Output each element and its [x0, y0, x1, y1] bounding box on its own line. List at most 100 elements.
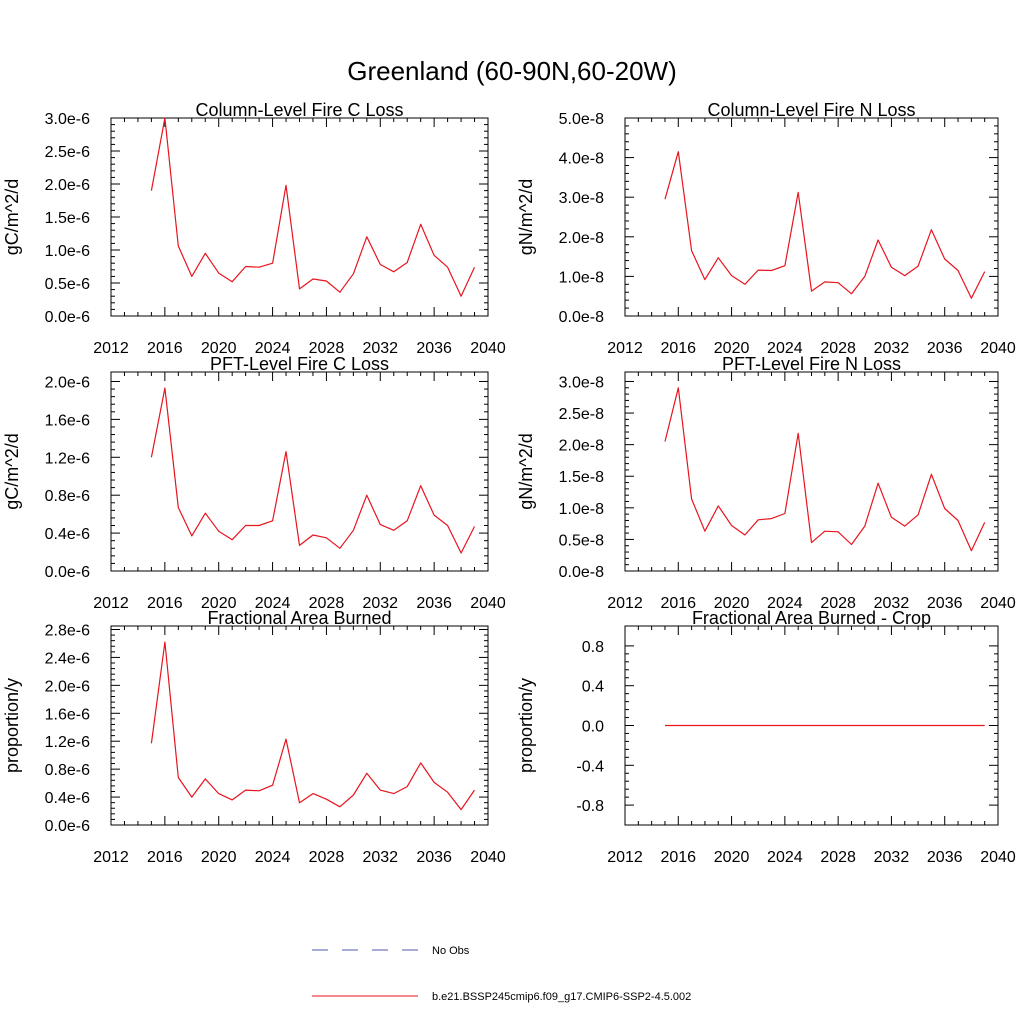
x-tick-label: 2012 [607, 595, 643, 612]
y-tick-label: 2.0e-8 [559, 230, 604, 247]
x-tick-label: 2020 [201, 340, 237, 357]
x-tick-label: 2016 [660, 595, 696, 612]
plot-frame [110, 625, 489, 826]
panel-title: Fractional Area Burned [207, 608, 391, 628]
chart-panel-2: Column-Level Fire N Loss 2012 2016 2020 2024… [516, 100, 1016, 357]
x-tick-label: 2032 [874, 595, 910, 612]
y-tick-label: 0.0e-6 [45, 818, 90, 835]
y-tick-label: 0.4e-6 [45, 790, 90, 807]
x-tick-label: 2032 [362, 849, 398, 866]
x-tick-label: 2012 [607, 340, 643, 357]
series-line [150, 387, 476, 554]
x-tick-label: 2016 [660, 849, 696, 866]
y-tick-label: 1.0e-6 [45, 243, 90, 260]
legend: No Obs b.e21.BSSP245cmip6.f09_g17.CMIP6-… [312, 945, 691, 1003]
panels: Column-Level Fire C Loss 2012 2016 2020 2024… [2, 100, 1016, 866]
series-line [150, 117, 476, 297]
x-tick-label: 2036 [927, 595, 963, 612]
plot-frame [624, 117, 999, 317]
y-tick-label: 0.4e-6 [45, 526, 90, 543]
x-tick-label: 2012 [93, 595, 129, 612]
x-tick-label: 2012 [93, 340, 129, 357]
x-tick-label: 2032 [362, 595, 398, 612]
chart-panel-1: Column-Level Fire C Loss 2012 2016 2020 2024… [2, 100, 506, 357]
chart-panel-6: Fractional Area Burned - Crop 2012 2016 202… [516, 608, 1016, 866]
y-tick-label: 1.5e-6 [45, 210, 90, 227]
y-tick-label: 0.8e-6 [45, 488, 90, 505]
x-tick-label: 2020 [201, 849, 237, 866]
y-axis-label: gN/m^2/d [516, 433, 536, 509]
x-tick-label: 2016 [660, 340, 696, 357]
plot-frame [110, 371, 489, 572]
x-tick-label: 2016 [147, 340, 183, 357]
y-axis-label: gC/m^2/d [2, 179, 22, 255]
y-tick-label: 3.0e-6 [45, 111, 90, 128]
x-tick-label: 2036 [927, 340, 963, 357]
panel-title: PFT-Level Fire C Loss [210, 354, 389, 374]
x-tick-label: 2012 [93, 849, 129, 866]
chart-panel-3: PFT-Level Fire C Loss 2012 2016 2020 2024 202… [2, 354, 506, 612]
y-tick-label: 0.8e-6 [45, 762, 90, 779]
y-axis-label: proportion/y [2, 678, 22, 773]
x-tick-label: 2020 [714, 595, 750, 612]
y-tick-label: 0.5e-8 [559, 532, 604, 549]
chart-panel-4: PFT-Level Fire N Loss 2012 2016 2020 2024 202… [516, 354, 1016, 612]
panel-title: Column-Level Fire N Loss [707, 100, 915, 120]
x-tick-label: 2012 [607, 849, 643, 866]
y-tick-label: 2.5e-8 [559, 406, 604, 423]
x-tick-label: 2028 [820, 595, 856, 612]
series-line [664, 387, 986, 552]
y-tick-label: 5.0e-8 [559, 111, 604, 128]
x-tick-label: 2040 [980, 595, 1016, 612]
x-tick-label: 2024 [767, 595, 803, 612]
y-tick-label: 0.0 [582, 719, 604, 736]
x-tick-label: 2036 [416, 849, 452, 866]
y-tick-label: 1.2e-6 [45, 734, 90, 751]
x-tick-label: 2016 [147, 849, 183, 866]
y-tick-label: 0.4 [582, 679, 604, 696]
x-tick-label: 2032 [874, 849, 910, 866]
y-tick-label: 0.0e-8 [559, 309, 604, 326]
panel-title: PFT-Level Fire N Loss [722, 354, 901, 374]
x-tick-label: 2028 [309, 849, 345, 866]
y-tick-label: 1.6e-6 [45, 412, 90, 429]
panel-title: Column-Level Fire C Loss [195, 100, 403, 120]
y-tick-label: 1.0e-8 [559, 269, 604, 286]
x-tick-label: 2040 [980, 340, 1016, 357]
y-tick-label: 1.0e-8 [559, 501, 604, 518]
y-axis-label: gN/m^2/d [516, 179, 536, 255]
x-tick-label: 2032 [362, 340, 398, 357]
legend-label-no-obs: No Obs [432, 945, 470, 957]
x-tick-label: 2024 [255, 849, 291, 866]
x-tick-label: 2036 [416, 340, 452, 357]
x-tick-label: 2028 [820, 340, 856, 357]
x-tick-label: 2032 [874, 340, 910, 357]
y-tick-label: 2.5e-6 [45, 144, 90, 161]
x-tick-label: 2024 [255, 595, 291, 612]
x-tick-label: 2036 [416, 595, 452, 612]
y-tick-label: 4.0e-8 [559, 151, 604, 168]
x-tick-label: 2020 [201, 595, 237, 612]
y-axis-label: proportion/y [516, 678, 536, 773]
x-tick-label: 2024 [767, 340, 803, 357]
y-tick-label: 2.0e-8 [559, 438, 604, 455]
x-tick-label: 2040 [470, 595, 506, 612]
y-tick-label: 1.5e-8 [559, 469, 604, 486]
y-tick-label: 1.2e-6 [45, 450, 90, 467]
x-tick-label: 2028 [309, 595, 345, 612]
y-tick-label: 2.4e-6 [45, 650, 90, 667]
y-tick-label: 3.0e-8 [559, 190, 604, 207]
y-tick-label: 0.8 [582, 639, 604, 656]
x-tick-label: 2040 [980, 849, 1016, 866]
figure-title: Greenland (60-90N,60-20W) [347, 56, 677, 86]
x-tick-label: 2028 [309, 340, 345, 357]
y-tick-label: 2.8e-6 [45, 622, 90, 639]
y-tick-label: 3.0e-8 [559, 374, 604, 391]
x-tick-label: 2024 [255, 340, 291, 357]
x-tick-label: 2040 [470, 340, 506, 357]
series-line [664, 151, 986, 299]
x-tick-label: 2040 [470, 849, 506, 866]
x-tick-label: 2028 [820, 849, 856, 866]
panel-title: Fractional Area Burned - Crop [692, 608, 931, 628]
